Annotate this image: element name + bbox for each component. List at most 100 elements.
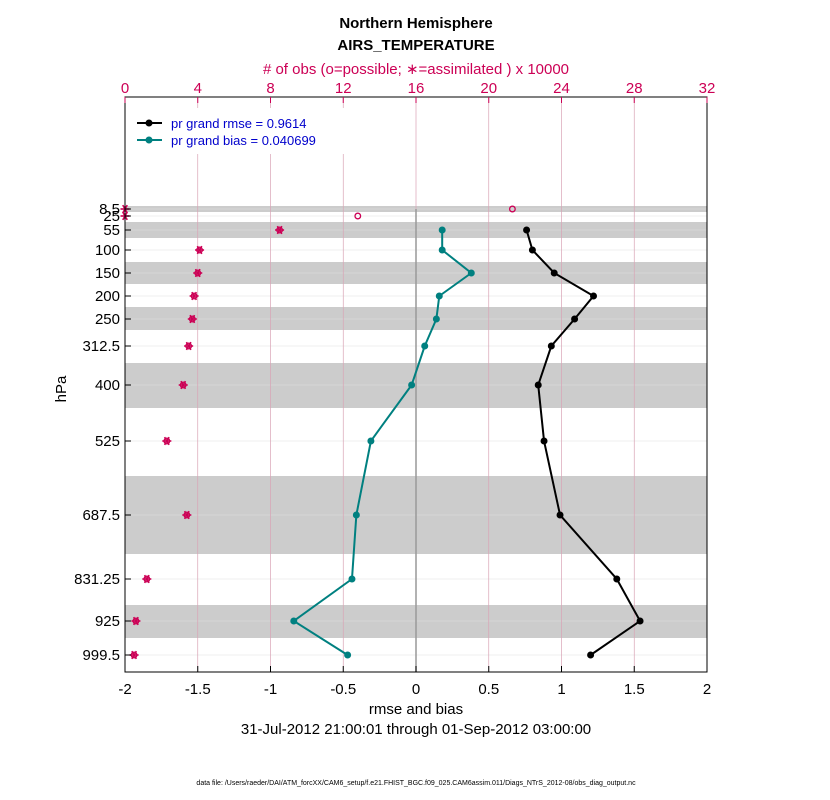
y-tick-label: 925 [95,613,120,630]
obs-star-stroke [183,510,190,520]
series-point-rmse [556,511,564,519]
y-tick-label: 312.5 [82,338,120,355]
series-point-bias [348,575,356,583]
y-tick-label: 8.5 [99,201,120,218]
x-tick-label: 2 [703,681,711,698]
series-point-rmse [587,651,595,659]
legend-marker-rmse [145,119,153,127]
obs-star-stroke [276,225,283,235]
y-tick-label: 150 [95,265,120,282]
series-point-bias [290,617,298,625]
series-point-rmse [571,315,579,323]
y-tick-label: 525 [95,433,120,450]
obs-star-stroke [185,341,192,351]
obs-assimilated-marker [193,268,203,278]
legend-box [129,108,349,154]
y-tick-label: 200 [95,288,120,305]
obs-star-stroke [194,268,201,278]
x-tick-label: -1 [264,681,277,698]
obs-assimilated-marker [162,436,172,446]
series-point-bias [352,511,360,519]
legend-label-bias: pr grand bias = 0.040699 [171,133,316,148]
top-tick-label: 4 [194,80,202,97]
obs-star-stroke [191,291,198,301]
x-tick-label: 0 [412,681,420,698]
obs-assimilated-marker [195,245,205,255]
top-axis-label: # of obs (o=possible; ∗=assimilated ) x … [263,61,569,78]
series-point-bias [435,292,443,300]
chart-title: Northern Hemisphere [339,15,492,32]
obs-star-stroke [196,245,203,255]
series-point-rmse [528,246,536,254]
obs-possible-marker [508,205,516,213]
series-point-rmse [540,437,548,445]
obs-star-stroke [189,314,196,324]
obs-assimilated-marker [178,380,188,390]
obs-star-stroke [132,616,139,626]
x-tick-label: 1.5 [624,681,645,698]
series-point-bias [432,315,440,323]
obs-star-stroke [143,574,150,584]
y-tick-label: 55 [103,222,120,239]
top-tick-label: 12 [335,80,352,97]
y-tick-label: 687.5 [82,507,120,524]
series-point-rmse [534,381,542,389]
obs-possible-marker [354,212,362,220]
obs-star-stroke [131,650,138,660]
series-point-rmse [550,269,558,277]
obs-layer [120,204,516,660]
x-tick-label: 1 [557,681,565,698]
obs-star-stroke [180,380,187,390]
x-tick-label: -2 [118,681,131,698]
y-tick-label: 100 [95,242,120,259]
series-point-bias [344,651,352,659]
series-point-rmse [523,226,531,234]
x-axis-ticks: -2 -1.5 -1 -0.5 0 0.5 1 1.5 2 [118,666,711,698]
series-point-bias [438,226,446,234]
legend-label-rmse: pr grand rmse = 0.9614 [171,116,307,131]
y-tick-label: 831.25 [74,571,120,588]
y-axis-label: hPa [53,375,70,402]
series-line-bias [291,230,473,656]
series-point-bias [467,269,475,277]
series-point-rmse [613,575,621,583]
series-point-rmse [636,617,644,625]
legend-marker-bias [145,136,153,144]
series-layer [290,226,644,659]
legend: pr grand rmse = 0.9614 pr grand bias = 0… [129,108,349,154]
obs-assimilated-marker [142,574,152,584]
obs-assimilated-marker [187,314,197,324]
series-point-rmse [547,342,555,350]
obs-assimilated-marker [275,225,285,235]
obs-assimilated-marker [131,616,141,626]
x-tick-label: -1.5 [185,681,211,698]
obs-assimilated-marker [182,510,192,520]
top-tick-label: 8 [266,80,274,97]
obs-assimilated-marker [129,650,139,660]
top-tick-label: 20 [480,80,497,97]
x-tick-label: -0.5 [330,681,356,698]
series-point-bias [438,246,446,254]
chart-subtitle: AIRS_TEMPERATURE [337,37,494,54]
y-tick-label: 250 [95,311,120,328]
obs-assimilated-marker [184,341,194,351]
date-range: 31-Jul-2012 21:00:01 through 01-Sep-2012… [241,721,591,738]
top-tick-label: 28 [626,80,643,97]
y-tick-label: 25 [103,208,120,225]
series-line-rmse [525,229,642,656]
x-tick-label: 0.5 [478,681,499,698]
x-axis-label: rmse and bias [369,701,463,718]
top-tick-label: 16 [408,80,425,97]
obs-assimilated-marker [189,291,199,301]
y-tick-label: 999.5 [82,647,120,664]
y-tick-label: 400 [95,377,120,394]
top-tick-label: 32 [699,80,716,97]
series-point-bias [367,437,375,445]
obs-star-stroke [163,436,170,446]
top-axis-ticks: 0 4 8 12 16 20 24 28 32 [121,80,716,103]
series-point-rmse [590,292,598,300]
data-file-footer: data file: /Users/raeder/DAI/ATM_forcXX/… [196,780,636,787]
series-point-bias [421,342,429,350]
